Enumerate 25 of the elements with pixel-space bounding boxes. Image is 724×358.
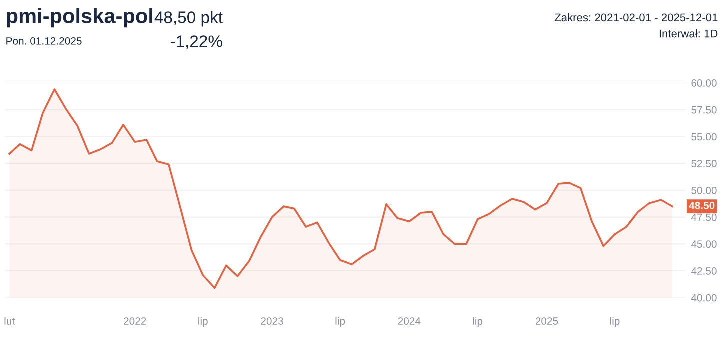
y-tick-label: 55.00 (692, 133, 717, 141)
x-tick-label: 2022 (124, 318, 146, 325)
chart-title: pmi-polska-pol (7, 8, 152, 28)
text: Interwał: 1D (660, 30, 718, 38)
y-tick-label: 45.00 (691, 240, 717, 248)
x-tick-label: 2024 (398, 318, 421, 325)
x-tick-label: lip (198, 317, 208, 328)
y-tick-label: 42.50 (691, 268, 717, 275)
text: -1,22% (170, 36, 222, 50)
y-tick-label: 47.50 (691, 214, 717, 222)
x-tick-label: lut (4, 317, 15, 325)
x-tick-label: lip (473, 317, 483, 328)
x-tick-label: lip (336, 317, 346, 328)
y-tick-label: 50.00 (692, 186, 717, 194)
chart-subtitle: Pon. 01.12.2025 (6, 37, 82, 45)
y-tick-label: 60.00 (692, 80, 717, 87)
annotation: 48.50 (689, 202, 715, 210)
text: 48,50 pkt (154, 11, 223, 27)
y-tick-label: 52.50 (692, 160, 717, 168)
y-tick-label: 57.50 (692, 106, 717, 114)
x-tick-label: lip (610, 317, 620, 328)
x-tick-label: 2025 (536, 318, 558, 325)
text: Zakres: 2021-02-01 - 2025-12-01 (554, 13, 718, 22)
x-tick-label: 2023 (261, 318, 284, 325)
y-tick-label: 40.00 (691, 294, 717, 302)
